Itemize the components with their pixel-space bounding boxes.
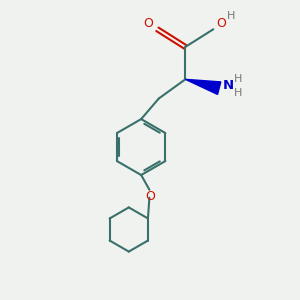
Text: N: N — [223, 79, 234, 92]
Text: H: H — [227, 11, 235, 21]
Text: O: O — [145, 190, 155, 203]
Text: H: H — [234, 74, 242, 84]
Text: O: O — [216, 17, 226, 31]
Text: O: O — [144, 17, 154, 31]
Text: H: H — [234, 88, 242, 98]
Polygon shape — [185, 79, 221, 94]
